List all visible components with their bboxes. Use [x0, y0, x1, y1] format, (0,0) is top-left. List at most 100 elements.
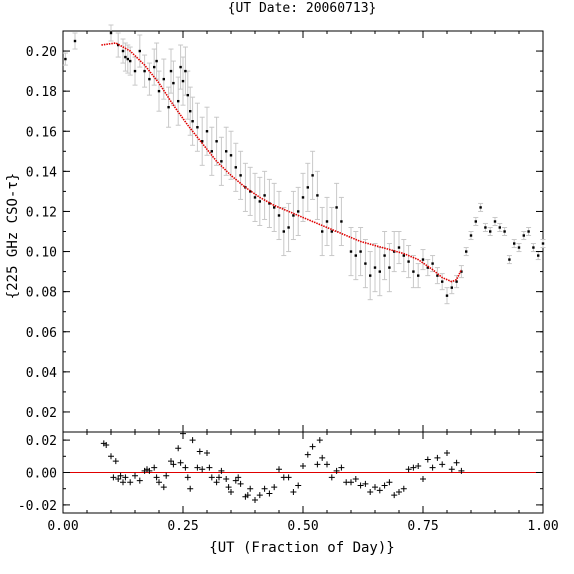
x-tick-label: 0.00: [47, 519, 78, 534]
residual-point: [444, 450, 450, 457]
data-point: [301, 196, 305, 199]
residual-point: [204, 450, 210, 457]
residual-point: [285, 474, 292, 481]
residual-point: [376, 487, 383, 494]
residual-point: [206, 464, 213, 471]
data-point: [402, 254, 405, 257]
residual-point: [182, 464, 189, 471]
residual-point: [110, 474, 117, 481]
fit-line: [101, 42, 463, 283]
data-point: [234, 166, 237, 169]
data-point: [484, 226, 487, 229]
data-point: [277, 214, 281, 217]
data-point: [450, 286, 453, 289]
residual-point: [309, 443, 316, 450]
data-point: [306, 186, 309, 189]
data-point: [138, 49, 141, 53]
data-point: [349, 250, 353, 253]
data-point: [316, 194, 319, 197]
residual-point: [448, 466, 455, 473]
residual-point: [187, 485, 194, 492]
x-tick-label: 0.50: [287, 519, 318, 534]
residual-point: [117, 472, 124, 479]
y-tick-label: 0.00: [26, 467, 57, 482]
chart-title: {UT Date: 20060713}: [228, 1, 377, 16]
data-point: [220, 160, 223, 163]
data-point: [417, 274, 420, 277]
data-point: [124, 55, 127, 59]
y-tick-label: 0.10: [26, 246, 57, 261]
data-point: [541, 242, 545, 245]
data-point: [532, 246, 535, 249]
residual-point: [271, 484, 278, 491]
residual-point: [112, 458, 119, 465]
residual-point: [199, 466, 206, 473]
residual-point: [314, 461, 321, 468]
data-point: [143, 69, 146, 73]
data-point: [229, 154, 233, 157]
data-point: [469, 234, 473, 237]
data-point: [239, 174, 242, 177]
residual-point: [424, 456, 431, 463]
residual-point: [261, 485, 268, 492]
y-tick-label: 0.18: [26, 85, 57, 100]
residual-point: [132, 472, 138, 479]
data-point: [268, 202, 271, 205]
residual-point: [434, 454, 441, 461]
y-tick-label: 0.12: [26, 205, 57, 220]
x-axis-label: {UT (Fraction of Day)}: [209, 540, 394, 556]
data-point: [354, 254, 357, 257]
data-point: [181, 79, 185, 83]
data-point: [335, 206, 338, 209]
data-point: [287, 226, 290, 229]
y-tick-label: 0.14: [26, 165, 57, 180]
residual-plot-panel: -0.02 0.00 0.02 0.00 0.25 0.50 0.75 1.00: [18, 430, 559, 534]
residual-point: [386, 479, 393, 486]
data-point: [426, 266, 429, 269]
residual-point: [228, 488, 234, 495]
residual-point: [213, 479, 220, 486]
residual-point: [415, 463, 422, 470]
data-point: [129, 59, 132, 63]
x-ticks: 0.00 0.25 0.50 0.75 1.00: [47, 432, 559, 534]
residual-point: [175, 445, 182, 452]
data-point: [282, 230, 285, 233]
residual-point: [237, 480, 244, 487]
residual-point: [348, 479, 354, 486]
data-point: [373, 266, 377, 269]
data-point: [522, 234, 525, 237]
main-plot-panel: 0.02 0.04 0.06 0.08 0.10 0.12 0.14 0.16 0.18 0.20: [26, 24, 546, 433]
data-point: [177, 99, 180, 103]
residual-point: [216, 474, 222, 481]
x-tick-label: 0.75: [407, 519, 438, 534]
data-point: [397, 246, 401, 249]
data-point: [258, 200, 261, 203]
residual-point: [290, 488, 297, 495]
data-point: [172, 81, 175, 85]
data-point: [421, 258, 425, 261]
residual-point: [122, 474, 129, 481]
residual-point: [196, 448, 203, 455]
residual-point: [189, 437, 196, 444]
residual-point: [458, 467, 465, 474]
data-point: [508, 258, 511, 261]
residual-point: [151, 464, 158, 471]
y-tick-label: 0.06: [26, 326, 57, 341]
residual-point: [194, 464, 201, 471]
residual-point: [304, 451, 311, 458]
residual-point: [420, 475, 426, 482]
residual-point: [252, 497, 258, 504]
residual-point: [136, 477, 143, 484]
data-point: [167, 105, 170, 109]
residual-point: [115, 475, 122, 482]
residual-point: [276, 466, 282, 473]
data-point: [205, 130, 209, 133]
x-tick-label: 1.00: [527, 519, 558, 534]
data-point: [196, 126, 199, 129]
data-point: [431, 262, 434, 265]
residual-point: [108, 453, 114, 460]
residual-point: [316, 437, 323, 444]
data-point: [436, 274, 439, 277]
data-point: [465, 250, 468, 253]
